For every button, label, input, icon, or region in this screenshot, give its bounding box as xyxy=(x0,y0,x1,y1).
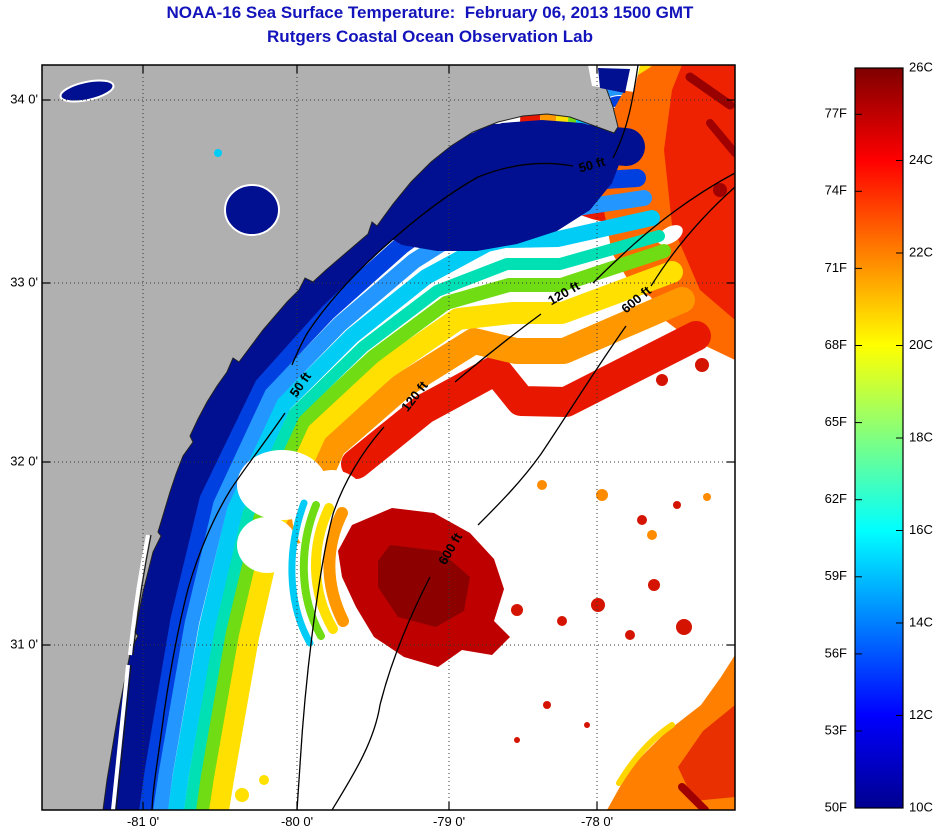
warm-eddy-hot-center xyxy=(378,545,470,627)
y-tick-label: 31 0' xyxy=(10,636,38,651)
barrier-islands xyxy=(111,534,152,810)
x-axis-labels: -81 0' -80 0' -79 0' -78 0' xyxy=(127,814,613,829)
y-tick-label: 34 0' xyxy=(10,91,38,106)
graticule-grid xyxy=(42,65,735,810)
colorbar-ticks xyxy=(855,67,903,809)
depth-contour-120ft xyxy=(296,172,735,810)
celsius-tick-label: 18C xyxy=(909,429,933,444)
colorbar-fahrenheit-labels: 77F 74F 71F 68F 65F 62F 59F 56F 53F 50F xyxy=(825,106,847,815)
celsius-tick-label: 16C xyxy=(909,522,933,537)
colorbar-celsius-labels: 26C 24C 22C 20C 18C 16C 14C 12C 10C xyxy=(909,59,933,814)
fahrenheit-tick-label: 50F xyxy=(825,799,847,814)
gulf-stream-hot-streaks xyxy=(685,72,735,197)
fahrenheit-tick-label: 62F xyxy=(825,491,847,506)
cloud-mask-southeast xyxy=(312,365,735,810)
x-tick-label: -80 0' xyxy=(281,814,313,829)
fahrenheit-tick-label: 74F xyxy=(825,183,847,198)
fahrenheit-tick-label: 77F xyxy=(825,106,847,121)
warm-patch-southeast xyxy=(607,655,735,810)
inland-lakes xyxy=(59,79,280,236)
fahrenheit-tick-label: 65F xyxy=(825,414,847,429)
celsius-tick-label: 24C xyxy=(909,152,933,167)
contour-label-50ft-north: 50 ft xyxy=(577,154,607,176)
x-tick-label: -78 0' xyxy=(581,814,613,829)
land-mass xyxy=(42,65,619,810)
fahrenheit-tick-label: 59F xyxy=(825,568,847,583)
celsius-tick-label: 26C xyxy=(909,59,933,74)
celsius-tick-label: 12C xyxy=(909,707,933,722)
celsius-tick-label: 10C xyxy=(909,799,933,814)
figure-title: NOAA-16 Sea Surface Temperature: Februar… xyxy=(166,3,694,22)
fahrenheit-tick-label: 56F xyxy=(825,645,847,660)
figure-subtitle: Rutgers Coastal Ocean Observation Lab xyxy=(267,27,593,46)
x-tick-label: -81 0' xyxy=(127,814,159,829)
warm-water-specks xyxy=(235,358,711,802)
celsius-tick-label: 20C xyxy=(909,337,933,352)
colorbar-gradient xyxy=(854,67,904,809)
y-axis-labels: 34 0' 33 0' 32 0' 31 0' xyxy=(10,91,38,651)
fahrenheit-tick-label: 71F xyxy=(825,260,847,275)
celsius-tick-label: 14C xyxy=(909,614,933,629)
y-tick-label: 33 0' xyxy=(10,274,38,289)
map-panel: 50 ft 50 ft 120 ft 120 ft 600 ft 600 ft xyxy=(42,65,735,810)
depth-contour-600ft xyxy=(331,186,735,810)
y-tick-label: 32 0' xyxy=(10,453,38,468)
eddy-fringe-bands xyxy=(288,499,349,647)
x-tick-label: -79 0' xyxy=(433,814,465,829)
colorbar: 26C 24C 22C 20C 18C 16C 14C 12C 10C 77F … xyxy=(825,59,933,814)
map-axes xyxy=(41,64,736,811)
river-mouth-notch xyxy=(588,65,640,93)
depth-contour-50ft xyxy=(151,65,639,810)
fahrenheit-tick-label: 68F xyxy=(825,337,847,352)
celsius-tick-label: 22C xyxy=(909,244,933,259)
fahrenheit-tick-label: 53F xyxy=(825,722,847,737)
